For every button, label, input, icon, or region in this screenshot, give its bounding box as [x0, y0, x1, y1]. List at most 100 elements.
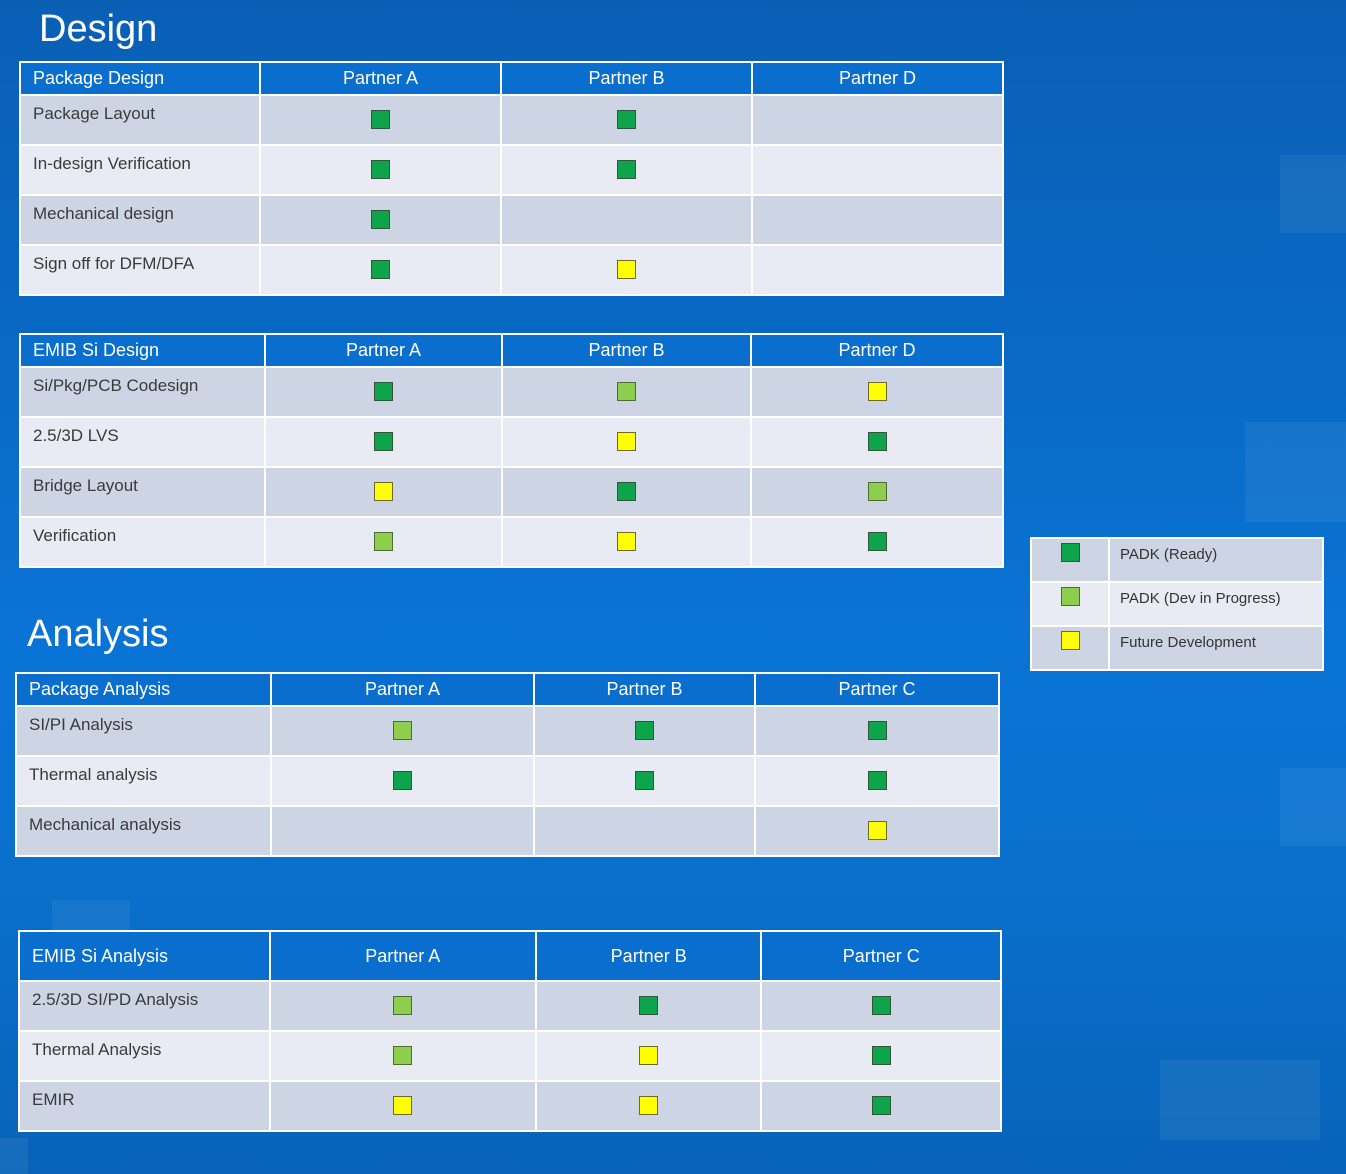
- status-cell: [268, 980, 537, 1032]
- status-cell: [754, 755, 1000, 807]
- status-cell: [259, 94, 502, 146]
- status-cell: [270, 705, 535, 757]
- column-header: Partner A: [268, 930, 537, 982]
- status-cell: [259, 144, 502, 196]
- row-label: 2.5/3D SI/PD Analysis: [18, 980, 271, 1032]
- status-square-ready: [371, 110, 390, 129]
- status-cell: [268, 1080, 537, 1132]
- row-label: 2.5/3D LVS: [19, 416, 266, 468]
- status-cell: [501, 416, 752, 468]
- status-square-dev: [617, 382, 636, 401]
- table-row: Si/Pkg/PCB Codesign: [19, 366, 1004, 418]
- table-row: Sign off for DFM/DFA: [19, 244, 1004, 296]
- column-header: Partner C: [760, 930, 1002, 982]
- status-square-future: [374, 482, 393, 501]
- row-label: Si/Pkg/PCB Codesign: [19, 366, 266, 418]
- column-header: Partner B: [501, 333, 752, 368]
- status-square-future: [617, 432, 636, 451]
- status-cell: [501, 516, 752, 568]
- status-cell: [259, 194, 502, 246]
- row-label: Package Layout: [19, 94, 261, 146]
- analysis-section-title: Analysis: [27, 613, 169, 655]
- status-square-future: [393, 1096, 413, 1115]
- table-row: 2.5/3D SI/PD Analysis: [18, 980, 1002, 1032]
- status-square-ready: [371, 160, 390, 179]
- table-row: Verification: [19, 516, 1004, 568]
- column-header: EMIB Si Analysis: [18, 930, 271, 982]
- legend-square-dev: [1060, 587, 1080, 606]
- row-label: Thermal Analysis: [18, 1030, 271, 1082]
- status-cell: [760, 980, 1002, 1032]
- background-tile: [1280, 155, 1346, 233]
- status-square-ready: [639, 996, 659, 1015]
- status-square-ready: [371, 260, 390, 279]
- column-header: Partner D: [751, 61, 1004, 96]
- status-square-ready: [867, 432, 887, 451]
- status-cell: [264, 416, 503, 468]
- status-square-ready: [374, 382, 393, 401]
- package-analysis-table: Package Analysis Partner A Partner B Par…: [15, 672, 1000, 857]
- status-cell: [751, 244, 1004, 296]
- row-label: Mechanical analysis: [15, 805, 272, 857]
- status-square-ready: [617, 160, 636, 179]
- status-square-ready: [867, 771, 887, 790]
- status-square-future: [639, 1096, 659, 1115]
- status-square-ready: [867, 532, 887, 551]
- status-cell: [270, 805, 535, 857]
- row-label: Verification: [19, 516, 266, 568]
- status-cell: [534, 980, 763, 1032]
- table-header-row: EMIB Si Design Partner A Partner B Partn…: [19, 333, 1004, 368]
- column-header: Partner B: [533, 672, 756, 707]
- status-square-ready: [617, 110, 636, 129]
- legend-label: PADK (Dev in Progress): [1108, 581, 1324, 627]
- status-square-future: [867, 821, 887, 840]
- status-cell: [750, 516, 1004, 568]
- background-tile: [1160, 1060, 1320, 1140]
- legend-swatch-cell: [1030, 581, 1110, 627]
- status-square-ready: [867, 721, 887, 740]
- status-square-ready: [871, 1096, 891, 1115]
- column-header: Partner A: [264, 333, 503, 368]
- background-tile: [1280, 768, 1346, 846]
- status-cell: [534, 1030, 763, 1082]
- legend-swatch-cell: [1030, 537, 1110, 583]
- status-square-ready: [374, 432, 393, 451]
- package-design-table: Package Design Partner A Partner B Partn…: [19, 61, 1004, 296]
- status-square-ready: [393, 771, 412, 790]
- status-square-ready: [617, 482, 636, 501]
- status-cell: [501, 466, 752, 518]
- column-header: Partner B: [500, 61, 753, 96]
- column-header: Partner A: [270, 672, 535, 707]
- status-cell: [760, 1080, 1002, 1132]
- status-cell: [751, 194, 1004, 246]
- table-header-row: Package Design Partner A Partner B Partn…: [19, 61, 1004, 96]
- status-cell: [264, 366, 503, 418]
- background-tile: [52, 900, 130, 930]
- status-cell: [500, 94, 753, 146]
- row-label: In-design Verification: [19, 144, 261, 196]
- status-cell: [268, 1030, 537, 1082]
- status-square-dev: [393, 721, 412, 740]
- table-row: Mechanical analysis: [15, 805, 1000, 857]
- status-square-dev: [393, 1046, 413, 1065]
- row-label: SI/PI Analysis: [15, 705, 272, 757]
- table-row: SI/PI Analysis: [15, 705, 1000, 757]
- status-cell: [500, 144, 753, 196]
- status-cell: [750, 366, 1004, 418]
- row-label: Mechanical design: [19, 194, 261, 246]
- table-row: Thermal analysis: [15, 755, 1000, 807]
- emib-si-design-table: EMIB Si Design Partner A Partner B Partn…: [19, 333, 1004, 568]
- table-row: In-design Verification: [19, 144, 1004, 196]
- emib-si-analysis-table: EMIB Si Analysis Partner A Partner B Par…: [18, 930, 1002, 1132]
- status-square-dev: [374, 532, 393, 551]
- status-cell: [750, 466, 1004, 518]
- legend-label: Future Development: [1108, 625, 1324, 671]
- table-header-row: EMIB Si Analysis Partner A Partner B Par…: [18, 930, 1002, 982]
- status-square-ready: [871, 996, 891, 1015]
- status-square-ready: [871, 1046, 891, 1065]
- status-cell: [533, 755, 756, 807]
- table-row: Thermal Analysis: [18, 1030, 1002, 1082]
- legend-square-future: [1060, 631, 1080, 650]
- status-cell: [760, 1030, 1002, 1082]
- status-cell: [264, 516, 503, 568]
